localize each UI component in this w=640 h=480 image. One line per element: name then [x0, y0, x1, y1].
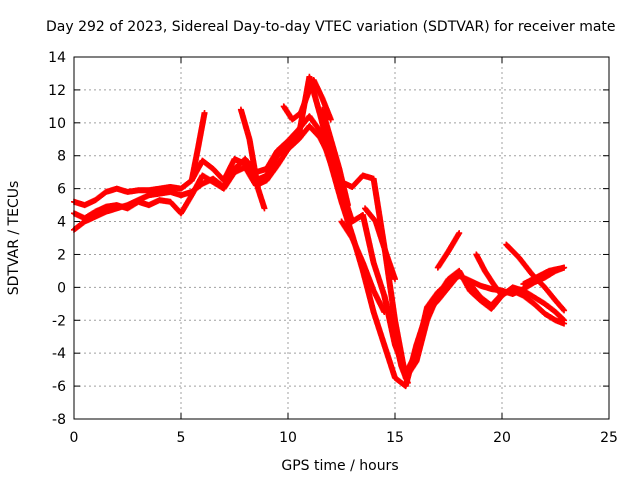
y-tick-label: -2	[52, 313, 66, 329]
data-point	[560, 316, 567, 323]
x-tick-label: 25	[600, 430, 618, 446]
data-point	[392, 276, 398, 283]
data-points	[71, 73, 568, 390]
x-tick-label: 10	[279, 430, 297, 446]
y-tick-label: 2	[57, 247, 66, 263]
y-tick-label: 0	[57, 280, 66, 296]
y-tick-label: 12	[48, 83, 66, 99]
data-point	[404, 379, 411, 386]
x-tick-label: 5	[177, 430, 186, 446]
data-point	[306, 86, 313, 93]
y-axis-title: SDTVAR / TECUs	[6, 181, 22, 296]
y-tick-label: 8	[57, 149, 66, 165]
chart-title: Day 292 of 2023, Sidereal Day-to-day VTE…	[46, 19, 616, 35]
data-point	[344, 202, 351, 209]
y-tick-label: -8	[52, 412, 66, 428]
x-tick-label: 20	[493, 430, 511, 446]
data-point	[499, 292, 505, 299]
data-point	[561, 264, 568, 271]
plot-frame	[73, 56, 610, 420]
y-tick-label: -4	[52, 346, 66, 362]
data-point	[561, 317, 568, 324]
x-tick-label: 0	[70, 430, 79, 446]
y-tick-label: -6	[52, 379, 66, 395]
y-tick-label: 10	[48, 116, 66, 132]
data-point	[201, 109, 208, 116]
data-point	[456, 230, 463, 237]
y-tick-label: 6	[57, 182, 66, 198]
data-point	[327, 116, 334, 123]
data-point	[261, 205, 268, 212]
y-tick-label: 4	[57, 215, 66, 231]
y-tick-label: 14	[48, 50, 66, 66]
axis-ticks: 0 5 10 15 20 25 -8 -6 -4 -2 0 2 4 6 8 10 12 14	[48, 50, 618, 446]
x-axis-title: GPS time / hours	[281, 458, 398, 474]
data-point	[561, 307, 568, 314]
x-tick-label: 15	[386, 430, 404, 446]
grid	[74, 57, 609, 419]
